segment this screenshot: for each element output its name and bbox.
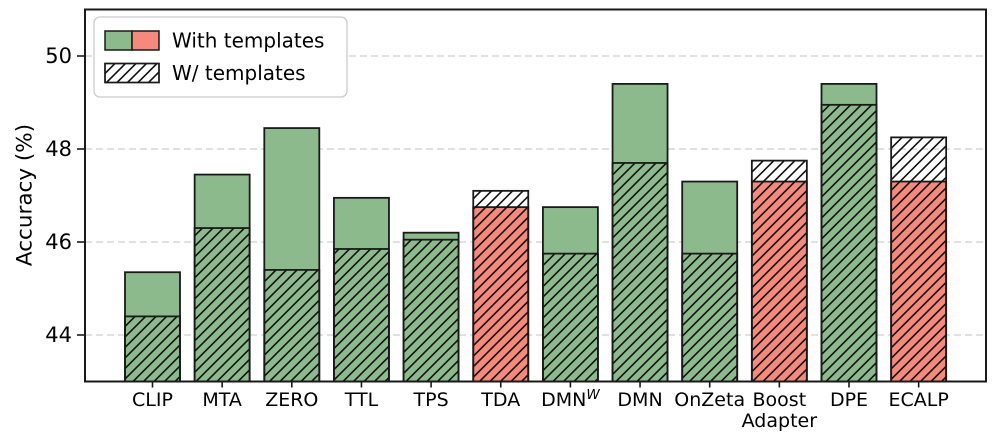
legend-swatch-hatched bbox=[104, 62, 160, 84]
x-tick-label-dpe: DPE bbox=[830, 389, 868, 411]
bar-w-templates-zero bbox=[263, 268, 321, 383]
y-tick-label-44: 44 bbox=[45, 323, 72, 347]
bar-w-templates-clip bbox=[124, 315, 181, 383]
legend: With templates W/ templates bbox=[93, 16, 348, 98]
bar-w-templates-mta bbox=[193, 227, 251, 383]
bar-w-templates-dmn-w bbox=[542, 252, 599, 383]
bar-w-templates-ecalp bbox=[890, 136, 948, 383]
x-tick-label-mta: MTA bbox=[202, 389, 242, 411]
y-axis-label: Accuracy (%) bbox=[13, 124, 38, 266]
y-tick-label-46: 46 bbox=[45, 230, 72, 254]
x-tick-label-dmn: DMN bbox=[617, 389, 662, 411]
x-tick-label-ttl: TTL bbox=[344, 389, 379, 411]
legend-label-w-templates: W/ templates bbox=[172, 61, 306, 85]
y-tick-label-50: 50 bbox=[45, 44, 72, 68]
x-tick-label-zero: ZERO bbox=[265, 389, 318, 411]
bar-w-templates-boost-adapter bbox=[750, 159, 808, 383]
x-tick-label-clip: CLIP bbox=[132, 389, 173, 411]
x-tick-label-tps: TPS bbox=[413, 389, 449, 411]
x-tick-label-tda: TDA bbox=[480, 389, 520, 411]
y-axis: 44 46 48 50 Accuracy (%) bbox=[13, 44, 85, 347]
legend-swatch-green bbox=[104, 30, 133, 51]
legend-swatch-red bbox=[131, 30, 160, 51]
bar-w-templates-onzeta bbox=[681, 252, 739, 383]
bar-w-templates-tps bbox=[402, 238, 460, 383]
bar-w-templates-tda bbox=[472, 189, 530, 383]
bars bbox=[124, 83, 948, 383]
y-tick-label-48: 48 bbox=[45, 137, 72, 161]
plot-border bbox=[84, 8, 987, 383]
x-tick-label-boost-adapter: Boost Adapter bbox=[742, 389, 818, 432]
bar-w-templates-ttl bbox=[333, 248, 390, 383]
x-axis: CLIP MTA ZERO TTL TPS TDA DMNW DMN OnZeta Boost Ad… bbox=[132, 381, 949, 432]
x-tick-label-dmn-w: DMNW bbox=[541, 387, 600, 411]
legend-label-with-templates: With templates bbox=[172, 29, 324, 53]
x-tick-label-onzeta: OnZeta bbox=[674, 389, 745, 411]
bar-w-templates-dmn bbox=[611, 162, 669, 383]
x-tick-label-ecalp: ECALP bbox=[888, 389, 948, 411]
bar-w-templates-dpe bbox=[820, 103, 878, 383]
